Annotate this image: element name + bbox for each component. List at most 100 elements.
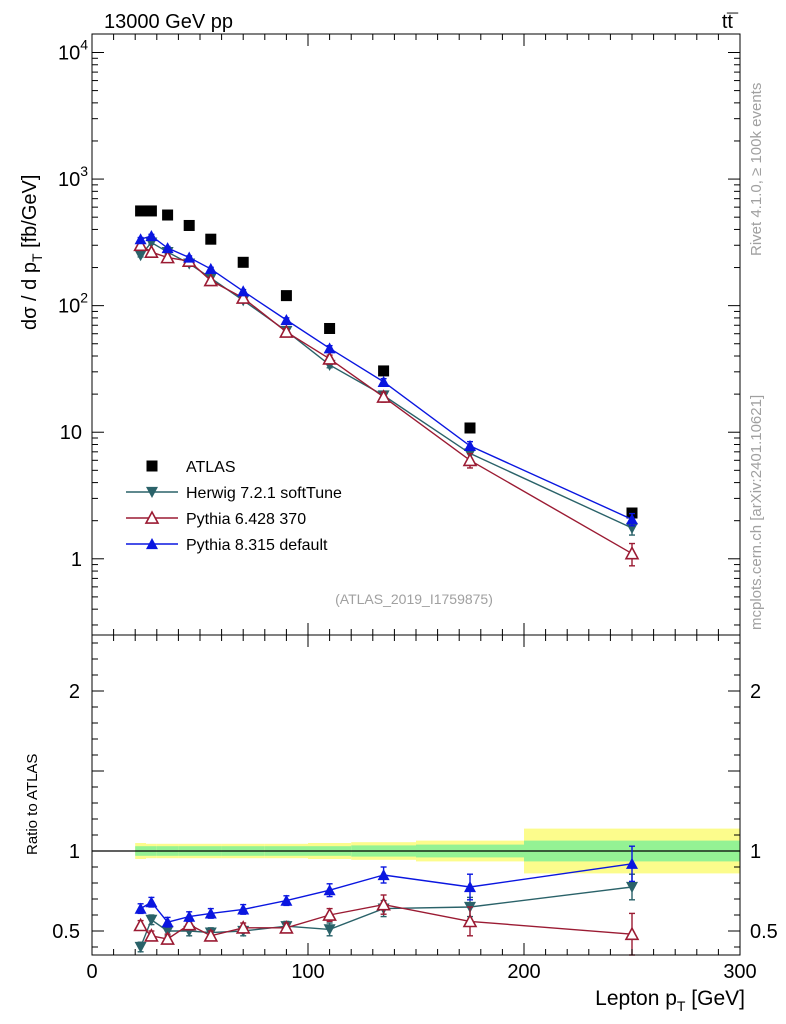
ratio-point bbox=[322, 907, 337, 921]
xlabel: Lepton pT [GeV] bbox=[595, 987, 745, 1014]
data-point bbox=[626, 513, 638, 525]
main-ytick-label-exp: 2 bbox=[80, 290, 88, 306]
ratio-point bbox=[203, 928, 219, 942]
ratio-ytick-label-right: 0.5 bbox=[750, 921, 778, 943]
ratio-point bbox=[181, 916, 197, 931]
data-point bbox=[280, 290, 292, 302]
ratio-ytick-label-right: 1 bbox=[750, 841, 761, 863]
process-base: tt bbox=[722, 11, 734, 33]
ratio-uncertainty-bands bbox=[92, 828, 740, 874]
main-ytick-label-exp: 4 bbox=[80, 36, 88, 52]
main-ytick-label-base: 10 bbox=[58, 169, 80, 191]
main-ytick-label-base: 10 bbox=[60, 422, 82, 444]
data-point bbox=[464, 422, 476, 434]
data-point bbox=[237, 256, 249, 268]
data-point bbox=[161, 242, 174, 254]
data-point bbox=[376, 389, 391, 403]
data-point bbox=[160, 249, 175, 264]
xlabel-unit: [GeV] bbox=[685, 987, 745, 1010]
xtick-label: 200 bbox=[507, 961, 540, 983]
legend-label: Pythia 8.315 default bbox=[186, 537, 328, 554]
ratio-point bbox=[161, 916, 174, 928]
legend-entry: Herwig 7.2.1 softTune bbox=[126, 485, 342, 502]
data-point bbox=[134, 233, 147, 245]
ratio-point bbox=[145, 896, 158, 908]
ratio-point bbox=[624, 926, 640, 941]
process-bar: ¯ bbox=[726, 11, 739, 33]
main-ytick-label: 10 bbox=[60, 422, 82, 444]
data-point bbox=[203, 272, 219, 287]
data-point bbox=[279, 324, 294, 338]
ratio-point bbox=[145, 914, 158, 926]
data-point bbox=[145, 230, 158, 242]
ratio-point bbox=[204, 907, 217, 919]
ratio-point bbox=[134, 941, 147, 953]
header-energy-label: 13000 GeV pp bbox=[104, 11, 233, 33]
data-point bbox=[144, 244, 159, 258]
data-point bbox=[237, 285, 250, 297]
legend-marker bbox=[144, 510, 160, 524]
ratio-ytick-label: 1 bbox=[69, 841, 80, 863]
series-line bbox=[140, 235, 633, 520]
ratio-point bbox=[376, 896, 391, 911]
mcplots-label: mcplots.cern.ch [arXiv:2401.10621] bbox=[748, 395, 765, 630]
ratio-point bbox=[235, 920, 251, 934]
data-point bbox=[205, 233, 217, 245]
data-point bbox=[280, 314, 293, 326]
data-point bbox=[133, 237, 148, 252]
main-ylabel: dσ / d pT [fb/GeV] bbox=[19, 175, 45, 330]
data-point bbox=[464, 439, 476, 451]
ratio-point bbox=[377, 869, 390, 881]
data-point bbox=[323, 342, 336, 354]
ratio-point bbox=[144, 928, 159, 942]
main-ytick-label: 1 bbox=[71, 549, 82, 571]
main-ytick-label-base: 10 bbox=[58, 42, 80, 64]
main-ytick-label-exp: 3 bbox=[80, 163, 88, 179]
data-point bbox=[324, 322, 336, 334]
xtick-label: 300 bbox=[723, 961, 756, 983]
legend-label: ATLAS bbox=[186, 459, 236, 476]
legend-label: Pythia 6.428 370 bbox=[186, 511, 306, 528]
ratio-point bbox=[280, 894, 293, 906]
data-point bbox=[162, 209, 174, 221]
ratio-frame bbox=[91, 634, 741, 956]
main-ylabel-sub: T bbox=[29, 253, 45, 262]
data-point bbox=[322, 351, 337, 365]
legend-marker bbox=[146, 460, 158, 472]
ratio-ylabel: Ratio to ATLAS bbox=[24, 754, 41, 855]
legend-entry: Pythia 8.315 default bbox=[126, 537, 328, 554]
ratio-series-pythia-8-315-default bbox=[134, 845, 638, 928]
xtick-label: 0 bbox=[86, 961, 97, 983]
data-point bbox=[204, 262, 217, 275]
ratio-point bbox=[462, 913, 478, 928]
ratio-point bbox=[626, 881, 638, 893]
rivet-version-label: Rivet 4.1.0, ≥ 100k events bbox=[748, 83, 765, 256]
ratio-series-pythia-6-428-370 bbox=[133, 894, 640, 956]
ratio-point bbox=[183, 910, 196, 922]
data-point bbox=[145, 205, 157, 217]
legend: ATLAS Herwig 7.2.1 softTune Pythia 6.428 3… bbox=[126, 459, 342, 554]
ratio-ytick-label: 2 bbox=[69, 681, 80, 703]
ratio-ytick-label: 0.5 bbox=[52, 921, 80, 943]
main-ytick-label: 104 bbox=[58, 36, 88, 64]
legend-entry: ATLAS bbox=[146, 459, 236, 476]
data-point bbox=[134, 250, 147, 262]
series-pythia-8-315-default bbox=[134, 230, 638, 527]
ratio-ytick-label-right: 2 bbox=[750, 681, 761, 703]
ratio-axis-ticks: 0 100 200 300 0.5 0.5 1 1 2 2 bbox=[52, 635, 778, 983]
main-ytick-label-base: 1 bbox=[71, 549, 82, 571]
main-ytick-label: 102 bbox=[58, 290, 88, 318]
ratio-point bbox=[323, 924, 336, 936]
data-point bbox=[624, 545, 640, 560]
main-data bbox=[133, 205, 640, 567]
data-point bbox=[183, 219, 195, 231]
xtick-label: 100 bbox=[291, 961, 324, 983]
data-point bbox=[378, 365, 390, 377]
ratio-point bbox=[134, 902, 147, 914]
data-point bbox=[377, 375, 390, 387]
ratio-point bbox=[133, 917, 148, 932]
legend-marker bbox=[146, 538, 158, 550]
xlabel-sub: T bbox=[677, 998, 686, 1014]
